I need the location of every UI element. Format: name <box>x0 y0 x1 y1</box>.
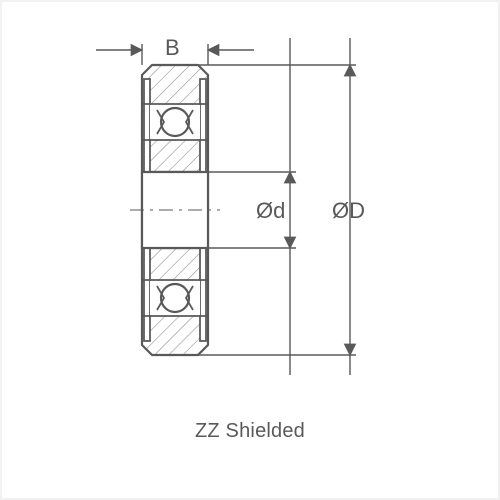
caption-text: ZZ Shielded <box>0 420 500 443</box>
width-dimension-label: B <box>165 35 180 61</box>
inner-diameter-label: Ød <box>256 198 285 224</box>
outer-diameter-label: ØD <box>332 198 365 224</box>
diagram-stage: B Ød ØD ZZ Shielded <box>0 0 500 500</box>
